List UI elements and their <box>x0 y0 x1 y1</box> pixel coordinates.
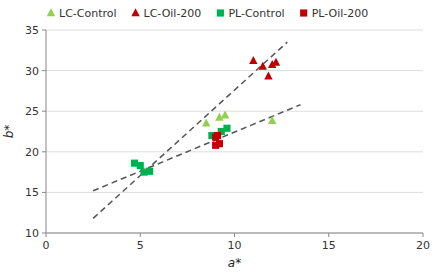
tick-label: 25 <box>25 105 39 118</box>
tick-label: 35 <box>25 24 39 37</box>
data-point <box>223 125 230 132</box>
tick-mark <box>423 233 424 237</box>
legend-label: PL-Oil-200 <box>312 7 369 20</box>
legend-label: LC-Control <box>59 7 117 20</box>
data-point <box>249 56 257 64</box>
tick-label: 10 <box>228 239 242 252</box>
data-point <box>214 132 221 139</box>
legend-item: LC-Control <box>47 7 117 20</box>
tick-mark <box>42 30 46 31</box>
plot-area <box>93 42 300 218</box>
grid-line <box>46 30 423 31</box>
legend-item: PL-Oil-200 <box>300 7 368 20</box>
tick-label: 15 <box>322 239 336 252</box>
tick-label: 30 <box>25 65 39 78</box>
y-axis <box>46 30 47 233</box>
tick-label: 5 <box>137 239 144 252</box>
data-point <box>216 140 223 147</box>
data-point <box>264 71 272 79</box>
x-axis <box>46 233 423 234</box>
grid-line <box>46 151 423 152</box>
grid-line <box>46 233 423 234</box>
legend-label: LC-Oil-200 <box>144 7 202 20</box>
legend-label: PL-Control <box>228 7 284 20</box>
x-axis-label: a* <box>228 256 241 270</box>
legend-swatch <box>217 9 224 16</box>
grid-line <box>46 192 423 193</box>
y-axis-label: b* <box>2 125 16 139</box>
data-point <box>146 168 153 175</box>
data-point <box>268 116 276 124</box>
trend-line <box>93 105 300 191</box>
data-point <box>137 162 144 169</box>
tick-mark <box>328 233 329 237</box>
chart: 10 15 20 25 30 35 0 5 10 15 20 a* b* LC-Control LC-Oil… <box>0 0 437 273</box>
tick-mark <box>42 70 46 71</box>
tick-mark <box>42 111 46 112</box>
trend-line <box>93 42 287 218</box>
data-point <box>272 58 280 66</box>
data-point <box>202 119 210 127</box>
tick-mark <box>46 233 47 237</box>
tick-label: 0 <box>43 239 50 252</box>
legend-swatch <box>131 8 139 16</box>
legend-swatch <box>300 9 307 16</box>
tick-mark <box>234 233 235 237</box>
tick-label: 15 <box>25 186 39 199</box>
tick-label: 20 <box>416 239 430 252</box>
tick-mark <box>140 233 141 237</box>
legend-swatch <box>47 8 55 16</box>
legend: LC-Control LC-Oil-200 PL-Control PL-Oil-200 <box>47 7 368 20</box>
grid-line <box>46 70 423 71</box>
legend-item: PL-Control <box>217 7 285 20</box>
tick-mark <box>42 233 46 234</box>
legend-item: LC-Oil-200 <box>131 7 201 20</box>
tick-mark <box>42 151 46 152</box>
tick-mark <box>42 192 46 193</box>
data-point <box>259 62 267 70</box>
grid-line <box>46 111 423 112</box>
tick-label: 10 <box>25 227 39 240</box>
data-point <box>221 110 229 118</box>
tick-label: 20 <box>25 146 39 159</box>
